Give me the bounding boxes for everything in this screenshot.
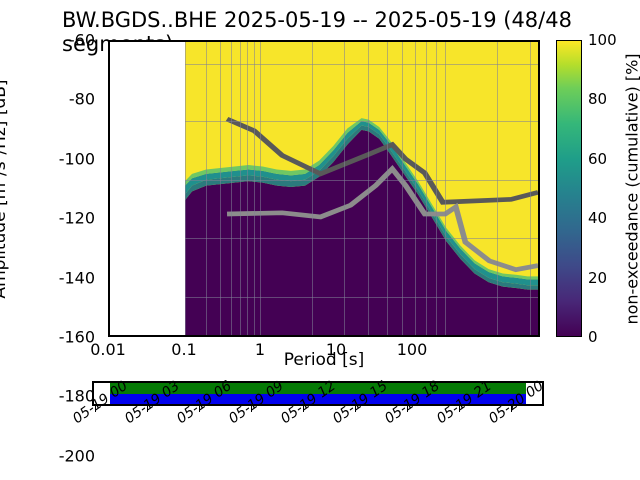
grid-line-v: [240, 42, 241, 335]
grid-line-v: [344, 42, 345, 335]
amplitude-trend-lines: [185, 42, 538, 335]
ppsd-density-plot[interactable]: [185, 42, 538, 335]
y-axis-label: Amplitude [m²/s⁴/Hz] [dB]: [0, 79, 10, 298]
spectrogram-plot-area[interactable]: [108, 40, 540, 337]
grid-line-h: [185, 64, 538, 65]
grid-line-v: [436, 42, 437, 335]
colorbar-container[interactable]: 100 80 60 40 20 0 non-exceedance (cumula…: [556, 40, 582, 337]
grid-line-v: [312, 42, 313, 335]
grid-line-v: [260, 42, 261, 335]
colorbar-tick-label: 80: [588, 90, 607, 108]
grid-line-v: [247, 42, 248, 335]
grid-line-h: [185, 297, 538, 298]
grid-line-h: [185, 180, 538, 181]
grid-line-v: [387, 42, 388, 335]
y-axis-container: Amplitude [m²/s⁴/Hz] [dB] -60 -80 -100 -…: [8, 40, 103, 337]
colorbar-tick-label: 40: [588, 209, 607, 227]
y-tick-label: -80: [69, 90, 95, 109]
colorbar-axis-label: non-exceedance (cumulative) [%]: [623, 53, 640, 324]
no-data-region: [110, 42, 185, 335]
y-tick-label: -100: [59, 149, 95, 168]
grid-line-v: [220, 42, 221, 335]
y-tick-label: -60: [69, 31, 95, 50]
colorbar-tick-label: 60: [588, 150, 607, 168]
grid-line-v: [497, 42, 498, 335]
grid-line-v: [368, 42, 369, 335]
colorbar-gradient: [556, 40, 582, 337]
grid-line-v: [530, 42, 531, 335]
grid-line-v: [415, 42, 416, 335]
y-tick-label: -200: [59, 446, 95, 465]
grid-line-v: [185, 42, 186, 335]
colorbar-tick-label: 100: [588, 31, 617, 49]
colorbar-tick-label: 20: [588, 269, 607, 287]
grid-line-h: [185, 121, 538, 122]
grid-line-v: [402, 42, 403, 335]
grid-line-v: [206, 42, 207, 335]
grid-line-v: [445, 42, 446, 335]
grid-line-v: [231, 42, 232, 335]
grid-line-v: [254, 42, 255, 335]
x-axis-label: Period [s]: [108, 350, 540, 370]
y-tick-label: -120: [59, 209, 95, 228]
grid-line-h: [185, 238, 538, 239]
colorbar-tick-label: 0: [588, 328, 598, 346]
grid-line-v: [426, 42, 427, 335]
ppsd-plot-window: BW.BGDS..BHE 2025-05-19 -- 2025-05-19 (4…: [0, 0, 640, 480]
y-tick-label: -140: [59, 268, 95, 287]
